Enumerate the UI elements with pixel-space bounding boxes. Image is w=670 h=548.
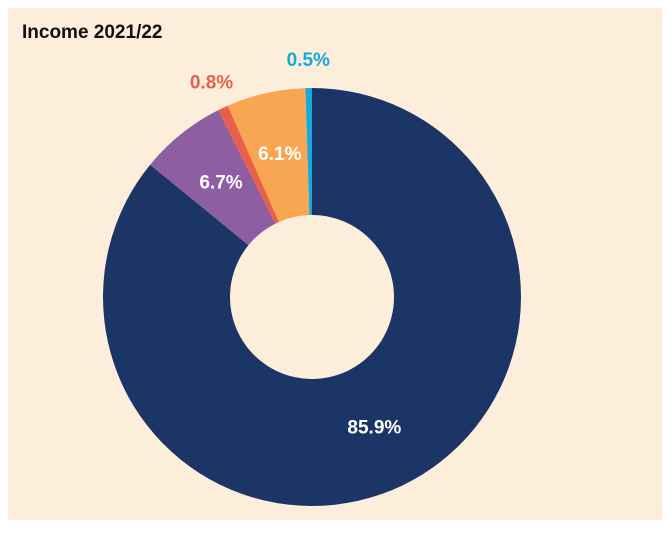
donut-segment — [305, 88, 312, 216]
donut-segment — [102, 88, 521, 506]
donut-segment — [150, 110, 276, 246]
chart-title: Income 2021/22 — [22, 22, 162, 43]
data-label: 85.9% — [347, 417, 401, 438]
data-label: 6.7% — [199, 172, 242, 193]
donut-segment — [218, 105, 279, 224]
data-label: 0.5% — [287, 50, 330, 71]
donut-segment — [227, 88, 310, 222]
data-label: 0.8% — [190, 72, 233, 93]
data-label: 6.1% — [258, 144, 301, 165]
